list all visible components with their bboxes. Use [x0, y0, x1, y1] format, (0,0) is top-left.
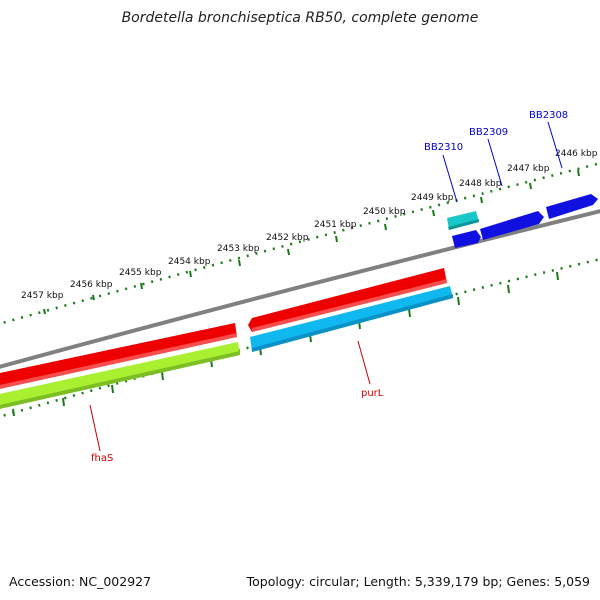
leader-bb2309 [487, 138, 503, 187]
gene-label-bb2308[interactable]: BB2308 [529, 110, 568, 121]
gene-blue-bb2309[interactable] [480, 211, 544, 240]
kbp-label: 2451 kbp [314, 220, 357, 230]
kbp-label: 2450 kbp [363, 207, 406, 217]
kbp-label: 2456 kbp [70, 280, 113, 290]
gene-red-forward-right[interactable] [248, 268, 447, 332]
gene-label-bb2309[interactable]: BB2309 [469, 127, 508, 138]
kbp-label: 2457 kbp [21, 291, 64, 301]
gene-label-fhas[interactable]: fhaS [91, 453, 113, 464]
leader-fhas [89, 404, 101, 452]
genome-backbone [0, 209, 600, 369]
kbp-label: 2455 kbp [119, 268, 162, 278]
gene-blue-bb2308[interactable] [546, 194, 598, 219]
inner-major-ticks [12, 271, 559, 417]
kbp-label: 2447 kbp [507, 164, 550, 174]
kbp-label: 2454 kbp [168, 257, 211, 267]
kbp-labels: 2457 kbp 2456 kbp 2455 kbp 2454 kbp 2453… [21, 149, 598, 301]
kbp-label: 2452 kbp [266, 233, 309, 243]
gene-label-purl[interactable]: purL [361, 388, 384, 399]
accession-text: Accession: NC_002927 [9, 574, 152, 589]
outer-major-ticks [43, 169, 580, 315]
gene-label-bb2310[interactable]: BB2310 [424, 142, 463, 153]
leader-bb2308 [547, 121, 563, 169]
gene-blue-small[interactable] [452, 230, 481, 248]
leader-bb2310 [442, 154, 458, 203]
kbp-label: 2446 kbp [555, 149, 598, 159]
map-title: Bordetella bronchiseptica RB50, complete… [121, 10, 479, 26]
outer-scale-ring [0, 161, 600, 325]
genome-summary-text: Topology: circular; Length: 5,339,179 bp… [246, 574, 590, 589]
kbp-label: 2449 kbp [411, 193, 454, 203]
kbp-label: 2448 kbp [459, 179, 502, 189]
leader-purl [357, 340, 371, 385]
kbp-label: 2453 kbp [217, 244, 260, 254]
